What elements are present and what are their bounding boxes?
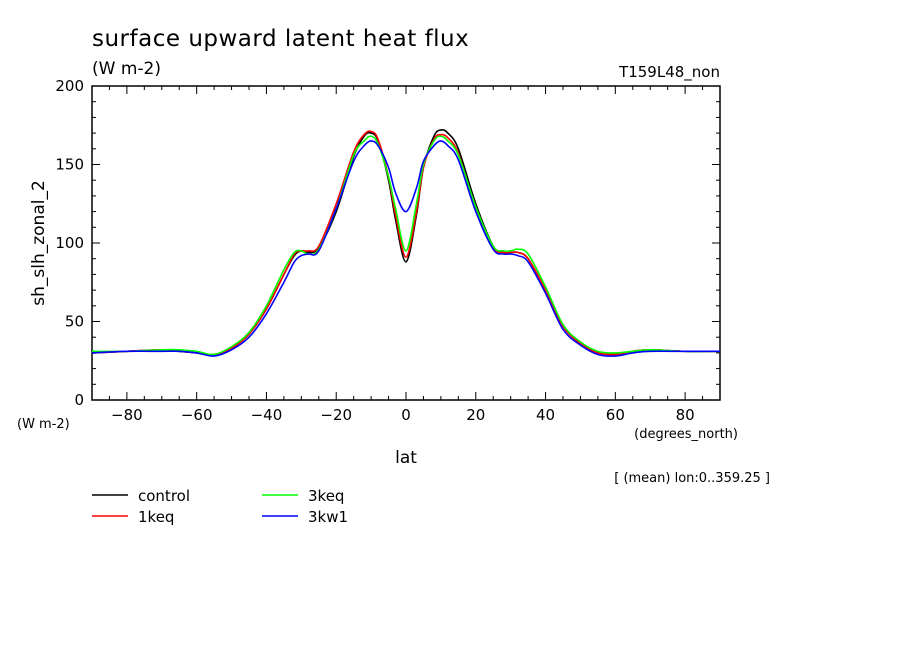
series-line-control [91,128,721,356]
y-tick-label: 150 [55,156,84,174]
y-tick-label: 100 [55,234,84,252]
legend-label-control: control [138,487,190,505]
axis-tick-labels: −80 −60 −40 −20 0 20 40 60 80 0 50 100 150 200 [55,77,694,424]
run-name: T159L48_non [618,63,720,82]
chart-units: (W m-2) [92,59,161,79]
y-tick-label: 50 [65,313,84,331]
x-tick-label: 20 [466,406,485,424]
y-units-note: (W m-2) [17,417,70,432]
legend-label-3kw1: 3kw1 [308,508,348,526]
y-tick-label: 200 [55,77,84,95]
x-tick-label: 40 [536,406,555,424]
series-line-3kw1 [91,140,720,357]
x-tick-label: −80 [111,406,143,424]
y-axis-label: sh_slh_zonal_2 [29,180,49,306]
legend-label-3keq: 3keq [308,487,344,505]
x-tick-label: −40 [251,406,283,424]
mean-note: [ (mean) lon:0..359.25 ] [614,471,770,486]
axis-ticks [91,85,721,401]
legend-label-1keq: 1keq [138,508,174,526]
x-tick-label: 0 [401,406,411,424]
x-units-note: (degrees_north) [634,427,738,442]
series-line-3keq [91,135,721,356]
chart-title: surface upward latent heat flux [92,26,469,52]
x-tick-label: −60 [181,406,213,424]
x-tick-label: 60 [606,406,625,424]
legend: control 1keq 3keq 3kw1 [92,487,348,526]
series-group [91,128,721,357]
x-tick-label: −20 [320,406,352,424]
x-axis-label: lat [395,448,417,468]
y-tick-label: 0 [74,391,84,409]
x-tick-label: 80 [676,406,695,424]
series-line-1keq [91,130,721,356]
